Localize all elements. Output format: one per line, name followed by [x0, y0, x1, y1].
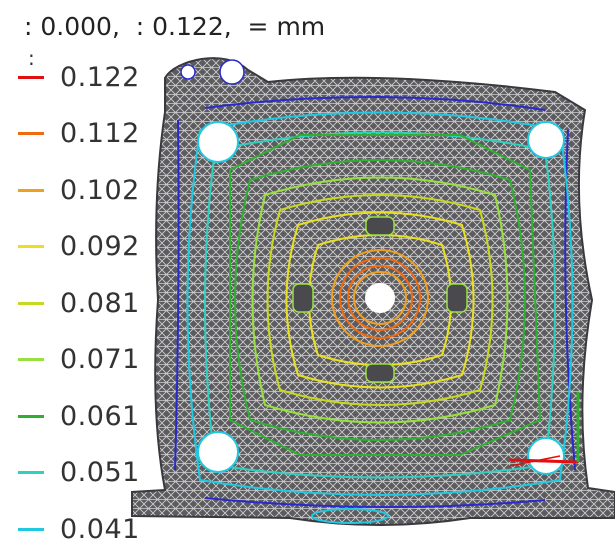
axis-triad: [509, 392, 580, 467]
legend-item: 0.041: [18, 513, 140, 545]
ear-hole-large: [219, 59, 245, 85]
color-legend: 0.122 0.112 0.102 0.092 0.081 0.071 0.061 0.051…: [0, 0, 160, 545]
legend-item: 0.061: [18, 400, 140, 432]
legend-swatch: [18, 245, 44, 248]
legend-swatch: [18, 414, 44, 418]
legend-label: 0.092: [60, 231, 140, 262]
legend-swatch: [18, 527, 44, 531]
bolt-hole-bottom-left: [197, 431, 239, 473]
legend-swatch: [18, 75, 44, 79]
bottom-slot: [311, 508, 389, 524]
side-pockets: [292, 216, 468, 383]
bolt-hole-bottom-right: [527, 437, 565, 475]
legend-label: 0.122: [60, 61, 140, 93]
legend-label: 0.112: [60, 118, 140, 149]
ear-hole-small: [180, 64, 196, 80]
legend-label: 0.061: [60, 400, 140, 432]
bolt-hole-top-right: [527, 121, 565, 159]
legend-item: 0.092: [18, 231, 140, 262]
legend-item: 0.102: [18, 174, 140, 206]
legend-label: 0.041: [60, 513, 140, 545]
legend-item: 0.051: [18, 457, 140, 488]
legend-swatch: [18, 132, 44, 135]
bolt-holes: [180, 59, 565, 475]
bolt-hole-top-left: [197, 121, 239, 163]
legend-label: 0.102: [60, 174, 140, 206]
legend-label: 0.051: [60, 457, 140, 488]
center-hole: [365, 283, 395, 313]
legend-label: 0.081: [60, 287, 140, 319]
x-axis-arrow: [509, 458, 579, 464]
legend-swatch: [18, 188, 44, 192]
legend-swatch: [18, 358, 44, 361]
legend-item: 0.112: [18, 118, 140, 149]
legend-marker: :: [28, 46, 35, 70]
legend-item: 0.081: [18, 287, 140, 319]
legend-swatch: [18, 471, 44, 474]
legend-item: 0.122: [18, 61, 140, 93]
result-range-header: : 0.000, : 0.122, = mm: [24, 12, 326, 41]
legend-swatch: [18, 301, 44, 305]
legend-label: 0.071: [60, 344, 140, 375]
legend-item: 0.071: [18, 344, 140, 375]
